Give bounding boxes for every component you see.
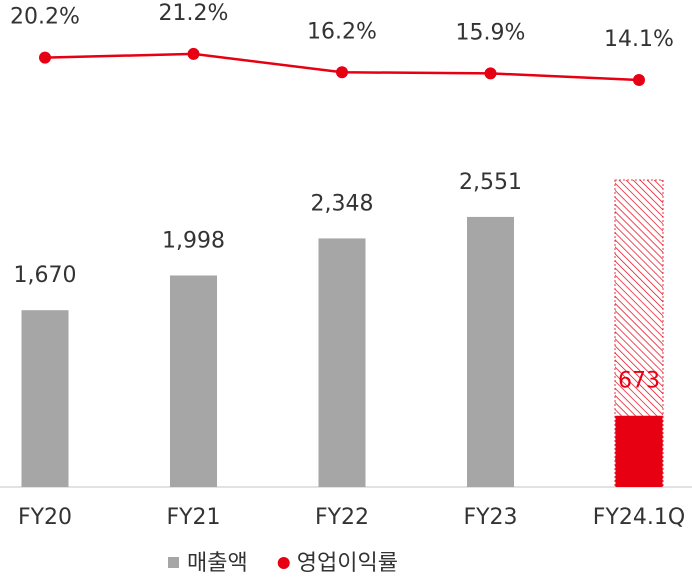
line-point: [484, 67, 497, 80]
x-tick-label: FY22: [315, 505, 369, 530]
legend-swatch: [168, 557, 179, 568]
data-label: 1,670: [14, 263, 77, 288]
x-tick-label: FY23: [463, 505, 517, 530]
x-tick-label: FY20: [18, 505, 72, 530]
data-label: 21.2%: [159, 1, 229, 26]
data-label: 14.1%: [604, 27, 674, 52]
line-point: [633, 73, 645, 86]
data-label: 16.2%: [307, 19, 377, 44]
data-label: 2,551: [459, 170, 522, 195]
legend-swatch: [277, 557, 290, 569]
bar: [615, 415, 663, 487]
bar: [170, 275, 217, 487]
legend-label: 매출액: [187, 551, 248, 576]
data-label: 20.2%: [10, 5, 80, 30]
x-tick-label: FY21: [166, 505, 220, 530]
line-point: [39, 51, 51, 64]
bar: [318, 238, 366, 487]
data-label: 673: [618, 369, 660, 394]
line-point: [336, 66, 348, 79]
x-tick-label: FY24.1Q: [593, 505, 685, 530]
data-label: 15.9%: [456, 20, 526, 45]
legend-label: 영업이익률: [297, 551, 398, 576]
data-label: 1,998: [162, 228, 225, 253]
line-point: [187, 47, 200, 60]
bar: [21, 310, 69, 487]
data-label: 2,348: [311, 191, 374, 216]
bar: [467, 216, 514, 487]
